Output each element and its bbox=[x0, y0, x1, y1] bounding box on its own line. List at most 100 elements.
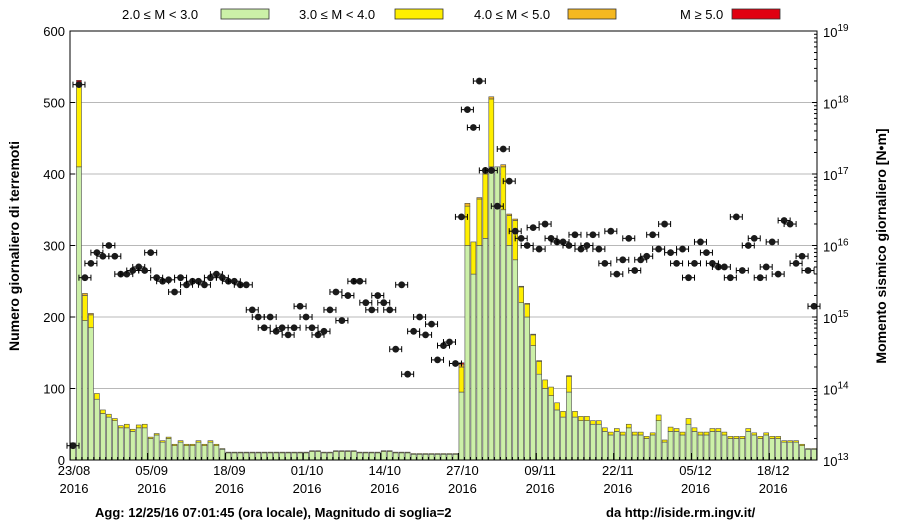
moment-point bbox=[673, 259, 680, 267]
moment-point bbox=[416, 313, 423, 321]
moment-point bbox=[559, 238, 567, 246]
bar-segment bbox=[159, 440, 166, 443]
bar-segment bbox=[757, 436, 764, 439]
moment-point bbox=[452, 360, 459, 367]
bar-segment bbox=[351, 451, 357, 461]
bar-segment bbox=[655, 414, 662, 421]
bar-segment bbox=[219, 448, 226, 450]
moment-series bbox=[66, 77, 821, 450]
x-tick-year: 2016 bbox=[370, 481, 399, 496]
bar-segment bbox=[291, 452, 297, 461]
moment-point bbox=[272, 327, 280, 335]
moment-point bbox=[726, 274, 734, 282]
bar-segment bbox=[781, 441, 787, 461]
x-tick-year: 2016 bbox=[293, 481, 322, 496]
bar-segment bbox=[315, 451, 321, 461]
bar-segment bbox=[195, 440, 202, 443]
moment-point bbox=[655, 245, 663, 253]
bar-segment bbox=[153, 434, 160, 461]
x-tick-year: 2016 bbox=[526, 481, 555, 496]
bar-segment bbox=[637, 434, 644, 461]
bar-segment bbox=[440, 453, 447, 461]
bar-segment bbox=[392, 452, 399, 461]
bar-segment bbox=[811, 448, 817, 450]
moment-point bbox=[296, 302, 304, 310]
bar-segment bbox=[631, 434, 638, 461]
bar-segment bbox=[100, 409, 106, 414]
bar-segment bbox=[201, 445, 208, 461]
bar-segment bbox=[781, 440, 787, 443]
bar-segment bbox=[542, 379, 548, 389]
bar-segment bbox=[536, 361, 542, 375]
right-tick-label: 1017 bbox=[823, 166, 849, 183]
bar-segment bbox=[763, 432, 769, 436]
bar-segment bbox=[147, 436, 154, 439]
bar-segment bbox=[572, 416, 578, 461]
moment-point bbox=[338, 317, 346, 324]
bar-segment bbox=[88, 314, 94, 329]
moment-point bbox=[165, 276, 173, 284]
bar-segment bbox=[183, 443, 190, 446]
x-axis-ticks: 23/08 2016 05/09 2016 18/09 2016 01/10 2016 14/1… bbox=[58, 453, 818, 496]
bar-segment bbox=[572, 411, 578, 418]
bar-segment bbox=[625, 423, 632, 429]
bar-segment bbox=[554, 409, 560, 461]
bar-segment bbox=[602, 427, 608, 432]
moment-point bbox=[129, 267, 137, 274]
bar-segment bbox=[410, 453, 417, 455]
bar-segment bbox=[207, 440, 214, 443]
bar-segment bbox=[213, 445, 220, 461]
moment-point bbox=[744, 242, 752, 249]
x-tick-date: 09/11 bbox=[524, 463, 556, 478]
bar-segment bbox=[602, 431, 608, 461]
moment-point bbox=[290, 324, 298, 332]
bar-segment bbox=[619, 434, 626, 461]
bar-segment bbox=[560, 416, 566, 461]
legend-swatch bbox=[567, 8, 617, 20]
bar-segment bbox=[685, 423, 692, 461]
moment-point bbox=[774, 270, 782, 278]
moment-point bbox=[308, 324, 316, 332]
bar-segment bbox=[279, 452, 285, 461]
moment-point bbox=[595, 245, 603, 253]
moment-point bbox=[135, 263, 143, 271]
bar-segment bbox=[715, 428, 722, 432]
bar-segment bbox=[506, 245, 513, 461]
moment-point bbox=[756, 274, 764, 282]
bar-segment bbox=[709, 428, 716, 432]
footer-source-text: da http://iside.rm.ingv.it/ bbox=[606, 505, 756, 520]
moment-point bbox=[123, 270, 131, 278]
moment-point bbox=[505, 177, 513, 185]
x-tick-year: 2016 bbox=[603, 481, 632, 496]
bar-segment bbox=[739, 436, 746, 439]
bar-segment bbox=[679, 434, 686, 461]
moment-point bbox=[356, 277, 364, 285]
moment-point bbox=[679, 245, 686, 253]
left-tick-label: 500 bbox=[43, 96, 65, 111]
left-tick-label: 0 bbox=[58, 453, 65, 468]
bar-segment bbox=[715, 431, 722, 461]
bar-segment bbox=[566, 376, 572, 393]
bar-segment bbox=[685, 418, 692, 425]
bar-segment bbox=[297, 452, 303, 461]
moment-point bbox=[649, 231, 657, 239]
moment-point bbox=[517, 234, 525, 242]
bar-segment bbox=[464, 245, 471, 461]
moment-point bbox=[619, 256, 627, 264]
bar-segment bbox=[805, 448, 811, 450]
moment-point bbox=[410, 327, 418, 335]
bar-segment bbox=[82, 320, 88, 461]
moment-point bbox=[685, 274, 692, 282]
bar-segment bbox=[243, 451, 250, 454]
left-tick-label: 300 bbox=[43, 239, 65, 254]
bar-segment bbox=[739, 438, 746, 461]
legend: 2.0 ≤ M < 3.0 3.0 ≤ M < 4.0 4.0 ≤ M < 5.0 M… bbox=[122, 7, 781, 22]
moment-point bbox=[111, 252, 119, 260]
bar-segment bbox=[751, 434, 758, 461]
bar-segment bbox=[368, 451, 375, 454]
bar-segment bbox=[667, 426, 674, 432]
bar-segment bbox=[416, 453, 423, 455]
bar-segment bbox=[345, 450, 351, 452]
moment-point bbox=[332, 288, 340, 296]
bar-segment bbox=[309, 450, 315, 452]
